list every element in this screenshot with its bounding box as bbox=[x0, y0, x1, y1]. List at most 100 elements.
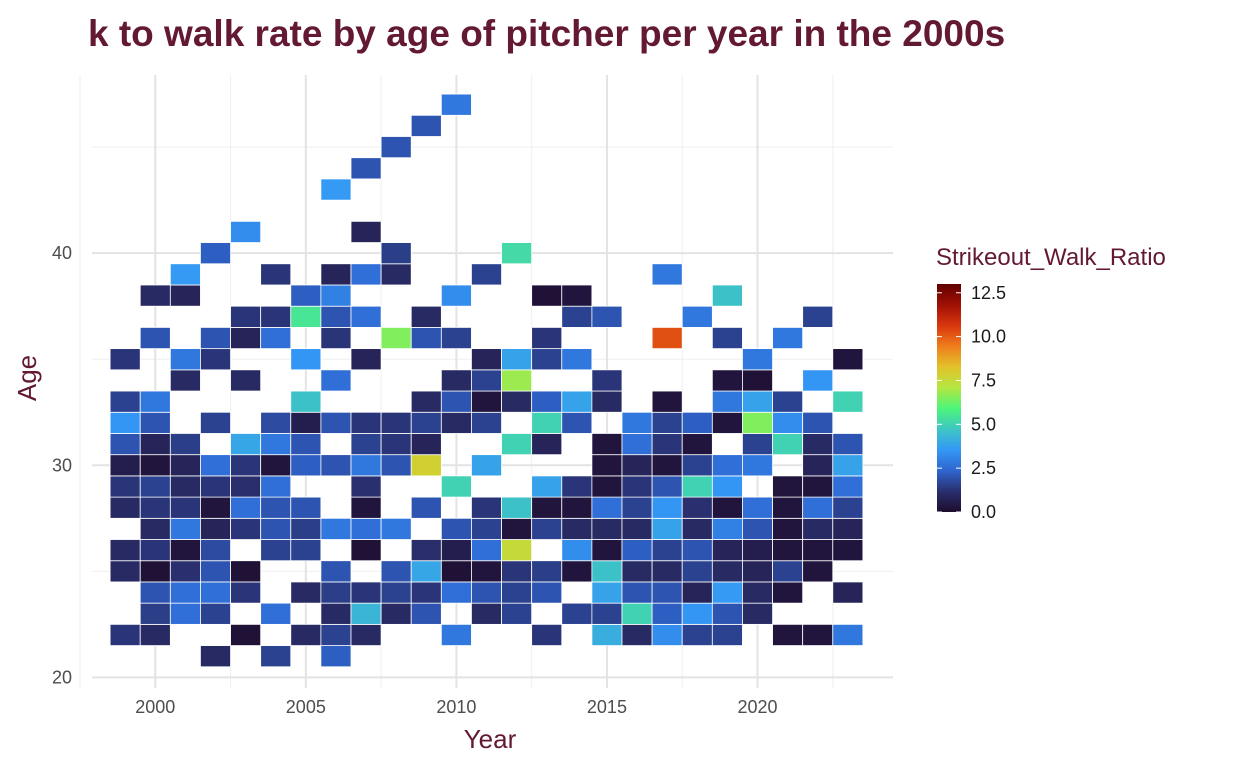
heatmap-tile bbox=[260, 602, 292, 625]
heatmap-tile bbox=[200, 539, 231, 562]
heatmap-tile bbox=[591, 305, 623, 328]
heatmap-tile bbox=[591, 433, 623, 456]
heatmap-tile bbox=[350, 411, 382, 434]
heatmap-tile bbox=[651, 539, 683, 562]
heatmap-tile bbox=[531, 284, 563, 307]
heatmap-tile bbox=[109, 623, 141, 646]
heatmap-tile bbox=[561, 390, 593, 413]
heatmap-tile bbox=[711, 327, 743, 350]
heatmap-tile bbox=[230, 433, 262, 456]
heatmap-tile bbox=[711, 454, 743, 477]
heatmap-tile bbox=[109, 496, 141, 519]
heatmap-tile bbox=[230, 305, 262, 328]
heatmap-tile bbox=[501, 517, 533, 540]
heatmap-tile bbox=[832, 390, 864, 413]
heatmap-tile bbox=[591, 602, 623, 625]
heatmap-tile bbox=[772, 496, 804, 519]
heatmap-tile bbox=[169, 454, 201, 477]
heatmap-tile bbox=[109, 348, 141, 371]
heatmap-tile bbox=[711, 390, 743, 413]
heatmap-tile bbox=[109, 560, 141, 583]
heatmap-tile bbox=[320, 263, 352, 286]
heatmap-tile bbox=[260, 305, 292, 328]
heatmap-tile bbox=[230, 369, 262, 392]
heatmap-tile bbox=[200, 327, 231, 350]
heatmap-tile bbox=[440, 327, 472, 350]
heatmap-tile bbox=[802, 411, 834, 434]
heatmap-tile bbox=[139, 411, 171, 434]
heatmap-tile bbox=[320, 178, 352, 201]
heatmap-tile bbox=[621, 539, 653, 562]
heatmap-tile bbox=[681, 305, 713, 328]
heatmap-tile bbox=[501, 602, 533, 625]
heatmap-tile bbox=[320, 284, 352, 307]
heatmap-tile bbox=[320, 623, 352, 646]
heatmap-tile bbox=[440, 475, 472, 498]
legend-tick-label: 0.0 bbox=[971, 502, 996, 522]
heatmap-tile bbox=[200, 411, 231, 434]
heatmap-tile bbox=[742, 390, 773, 413]
heatmap-tile bbox=[471, 602, 502, 625]
heatmap-tile bbox=[410, 433, 442, 456]
heatmap-tile bbox=[711, 411, 743, 434]
heatmap-tile bbox=[501, 369, 533, 392]
y-tick-label: 20 bbox=[52, 667, 72, 687]
heatmap-tile bbox=[109, 539, 141, 562]
heatmap-tile bbox=[230, 220, 262, 243]
heatmap-tile bbox=[711, 369, 743, 392]
heatmap-tile bbox=[169, 348, 201, 371]
heatmap-tile bbox=[711, 539, 743, 562]
x-tick-label: 2005 bbox=[286, 697, 326, 717]
heatmap-tile bbox=[200, 645, 231, 668]
heatmap-tile bbox=[350, 454, 382, 477]
heatmap-tile bbox=[501, 581, 533, 604]
heatmap-tile bbox=[471, 369, 502, 392]
heatmap-tile bbox=[169, 284, 201, 307]
heatmap-tile bbox=[681, 581, 713, 604]
heatmap-tile bbox=[260, 645, 292, 668]
heatmap-tile bbox=[109, 390, 141, 413]
heatmap-tile bbox=[260, 411, 292, 434]
x-tick-label: 2015 bbox=[587, 697, 627, 717]
heatmap-tile bbox=[561, 560, 593, 583]
heatmap-tile bbox=[501, 348, 533, 371]
heatmap-tile bbox=[591, 475, 623, 498]
heatmap-tile bbox=[260, 475, 292, 498]
heatmap-tile bbox=[772, 327, 804, 350]
heatmap-tile bbox=[290, 284, 322, 307]
heatmap-tile bbox=[651, 390, 683, 413]
heatmap-tile bbox=[350, 433, 382, 456]
heatmap-tile bbox=[742, 560, 773, 583]
heatmap-tile bbox=[742, 454, 773, 477]
heatmap-tile bbox=[651, 496, 683, 519]
heatmap-tile bbox=[260, 454, 292, 477]
x-tick-label: 2020 bbox=[737, 697, 777, 717]
heatmap-tile bbox=[320, 645, 352, 668]
heatmap-tile bbox=[380, 263, 412, 286]
heatmap-tile bbox=[230, 581, 262, 604]
heatmap-tile bbox=[380, 602, 412, 625]
heatmap-tile bbox=[591, 517, 623, 540]
heatmap-tile bbox=[440, 517, 472, 540]
heatmap-tile bbox=[169, 581, 201, 604]
heatmap-tile bbox=[681, 560, 713, 583]
heatmap-tile bbox=[651, 623, 683, 646]
heatmap-tile bbox=[380, 433, 412, 456]
heatmap-tile bbox=[169, 263, 201, 286]
x-tick-label: 2010 bbox=[436, 697, 476, 717]
heatmap-tile bbox=[260, 327, 292, 350]
heatmap-tile bbox=[621, 623, 653, 646]
heatmap-tile bbox=[561, 284, 593, 307]
heatmap-tile bbox=[320, 411, 352, 434]
heatmap-tile bbox=[200, 560, 231, 583]
heatmap-tile bbox=[410, 114, 442, 137]
heatmap-tile bbox=[711, 517, 743, 540]
heatmap-tile bbox=[681, 517, 713, 540]
heatmap-tile bbox=[832, 581, 864, 604]
heatmap-tile bbox=[320, 327, 352, 350]
heatmap-tile bbox=[139, 496, 171, 519]
heatmap-tile bbox=[711, 284, 743, 307]
heatmap-tile bbox=[290, 411, 322, 434]
heatmap-tile bbox=[832, 539, 864, 562]
heatmap-tile bbox=[742, 602, 773, 625]
